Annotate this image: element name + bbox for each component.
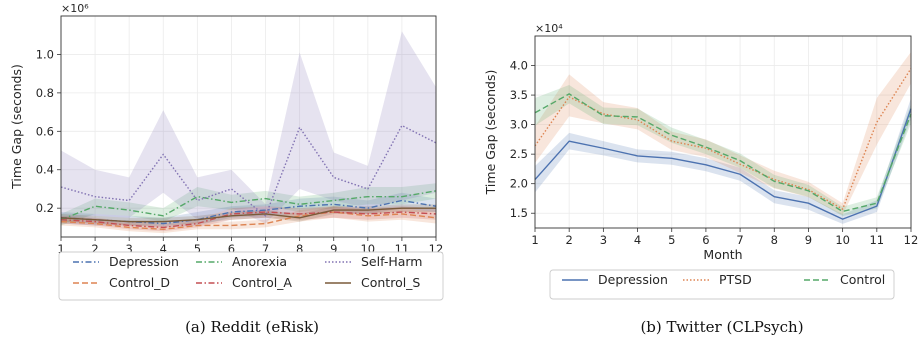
x-tick-label: 10 xyxy=(835,233,850,247)
legend: Depression PTSD Control xyxy=(549,269,895,300)
x-tick-label: 11 xyxy=(869,233,884,247)
series-line-ptsd xyxy=(534,68,912,210)
y-tick-label: 0.2 xyxy=(36,201,54,215)
legend-label-depression: Depression xyxy=(109,254,179,269)
x-tick-label: 5 xyxy=(668,233,675,247)
x-tick-label: 9 xyxy=(805,233,812,247)
legend-label-control_s: Control_S xyxy=(361,275,420,290)
y-tick-label: 2.5 xyxy=(510,147,528,161)
x-tick-label: 12 xyxy=(904,233,919,247)
x-tick-label: 6 xyxy=(228,242,235,256)
panel-twitter: 1 2 3 4 5 6 7 8 9 10 11 121.52.02.53.03.54.0×10⁴Mon… xyxy=(483,22,918,336)
series-line-control_s xyxy=(60,207,436,223)
confidence-band-depression xyxy=(535,98,911,224)
y-tick-label: 1.5 xyxy=(510,206,528,220)
series-line-self-harm xyxy=(60,124,437,217)
legend: Depression Anorexia Self-Harm Control_D Cont… xyxy=(58,251,444,301)
legend-label-control: Control xyxy=(840,272,885,287)
legend-label-control_a: Control_A xyxy=(232,275,292,290)
y-tick-label: 0.4 xyxy=(36,163,54,177)
x-tick-label: 1 xyxy=(57,242,64,256)
y-tick-label: 2.0 xyxy=(510,177,528,191)
y-tick-label: 1.0 xyxy=(36,47,54,61)
x-axis-label: Month xyxy=(703,247,742,262)
panel-reddit: 1234567891011120.20.40.60.81.0×10⁶MonthT… xyxy=(9,2,444,336)
confidence-band-self-harm xyxy=(61,31,436,224)
x-tick-label: 1 xyxy=(531,233,538,247)
x-tick-label: 7 xyxy=(736,233,743,247)
y-tick-label: 3.0 xyxy=(510,118,528,132)
x-tick-label: 2 xyxy=(91,242,98,256)
x-tick-label: 6 xyxy=(702,233,709,247)
panel-caption: (a) Reddit (eRisk) xyxy=(185,318,319,336)
series-line-depression xyxy=(534,108,912,220)
legend-label-control_d: Control_D xyxy=(109,275,170,290)
y-tick-label: 0.8 xyxy=(36,86,54,100)
x-tick-label: 3 xyxy=(600,233,607,247)
y-tick-label: 4.0 xyxy=(510,59,528,73)
axis-multiplier: ×10⁶ xyxy=(61,2,89,15)
x-tick-label: 3 xyxy=(126,242,133,256)
y-tick-label: 3.5 xyxy=(510,88,528,102)
x-tick-label: 8 xyxy=(296,242,303,256)
y-tick-label: 0.6 xyxy=(36,124,54,138)
y-axis-label: Time Gap (seconds) xyxy=(9,64,24,190)
series-line-control xyxy=(534,93,912,213)
legend-label-self-harm: Self-Harm xyxy=(361,254,422,269)
y-axis-label: Time Gap (seconds) xyxy=(483,70,498,196)
legend-box xyxy=(58,251,444,301)
x-tick-label: 7 xyxy=(262,242,269,256)
x-tick-label: 4 xyxy=(634,233,641,247)
confidence-band-depression xyxy=(61,192,436,228)
x-tick-label: 5 xyxy=(194,242,201,256)
confidence-band-ptsd xyxy=(535,51,911,216)
legend-label-ptsd: PTSD xyxy=(719,272,752,287)
x-tick-label: 4 xyxy=(160,242,167,256)
x-tick-label: 8 xyxy=(771,233,778,247)
x-tick-label: 9 xyxy=(330,242,337,256)
legend-label-depression: Depression xyxy=(598,272,668,287)
series-line-anorexia xyxy=(60,190,437,221)
legend-box xyxy=(549,269,895,300)
legend-label-anorexia: Anorexia xyxy=(232,254,287,269)
panel-caption: (b) Twitter (CLPsych) xyxy=(640,318,803,336)
x-tick-label: 2 xyxy=(566,233,573,247)
series-line-control_a xyxy=(60,211,437,229)
plot-frame xyxy=(60,15,437,238)
plot-frame xyxy=(534,35,912,229)
axis-multiplier: ×10⁴ xyxy=(535,22,563,35)
